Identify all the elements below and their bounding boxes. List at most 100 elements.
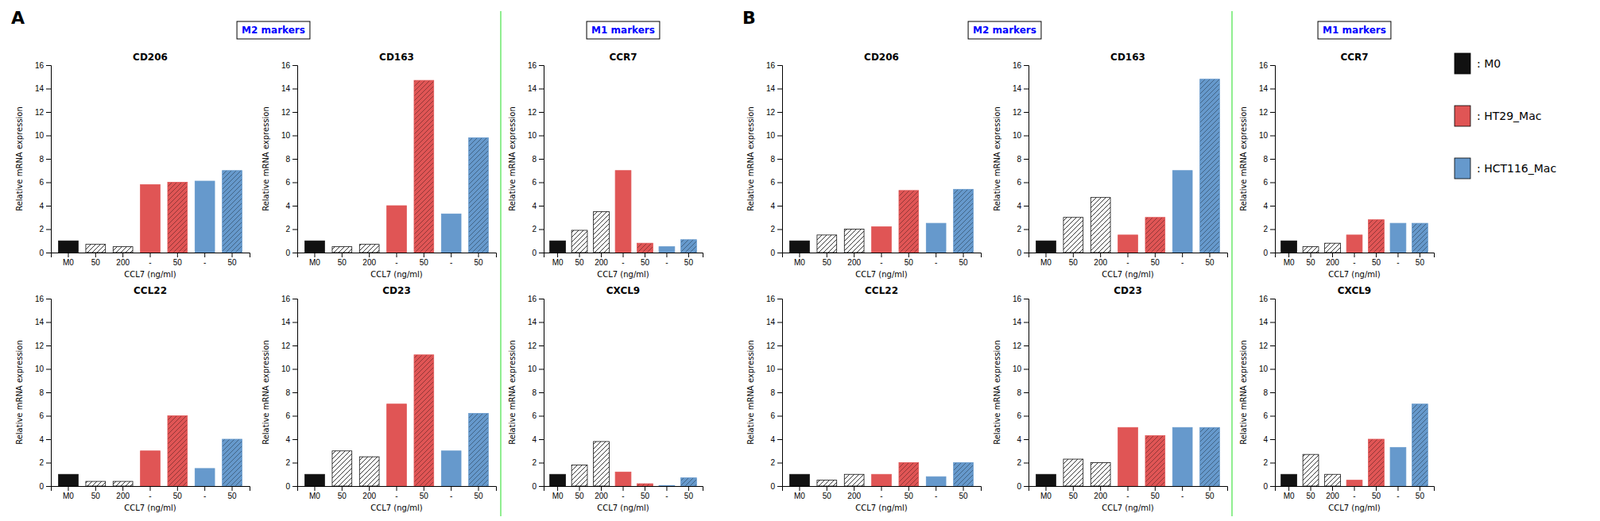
- bar: [359, 244, 380, 253]
- tick-mark: [95, 252, 97, 258]
- tick-mark: [644, 486, 646, 492]
- tick-label: 14: [281, 84, 291, 93]
- x-tick: 50: [958, 252, 969, 268]
- x-tick: -: [1181, 252, 1184, 268]
- figure: 0246810121416M050200-50-50CD206CCL7 (ng/…: [0, 0, 1600, 521]
- axis-line: [51, 487, 251, 493]
- tick-label: 16: [34, 294, 45, 304]
- tick-mark: [46, 229, 51, 231]
- x-tick: -: [665, 486, 668, 501]
- tick-mark: [538, 65, 544, 66]
- tick-label: 50: [822, 492, 833, 501]
- tick-mark: [538, 416, 544, 418]
- y-tick: 12: [766, 341, 783, 351]
- marker-box: M2 markers: [236, 21, 310, 39]
- separator: [499, 11, 502, 517]
- tick-label: 12: [1259, 341, 1269, 351]
- tick-mark: [292, 65, 298, 66]
- bar: [1200, 79, 1221, 253]
- subplot: 0246810121416M050200-50-50CD206CCL7 (ng/…: [15, 51, 251, 279]
- subplot-title: CCR7: [608, 51, 637, 63]
- tick-mark: [67, 486, 69, 492]
- tick-mark: [1209, 252, 1211, 258]
- tick-mark: [1209, 486, 1211, 492]
- tick-mark: [478, 252, 480, 258]
- tick-mark: [538, 252, 544, 254]
- tick-label: 0: [1262, 482, 1268, 492]
- tick-mark: [292, 298, 298, 300]
- tick-mark: [292, 158, 298, 160]
- tick-mark: [538, 89, 544, 90]
- marker-label: M1 markers: [1322, 24, 1387, 36]
- tick-label: -: [665, 258, 668, 268]
- tick-mark: [204, 252, 206, 258]
- bar: [468, 414, 489, 487]
- separator: [1231, 11, 1233, 517]
- x-axis: M050200-50-50: [1275, 252, 1435, 268]
- tick-label: 50: [1371, 258, 1382, 268]
- x-tick: -: [1181, 486, 1184, 501]
- tick-mark: [1270, 252, 1275, 254]
- tick-mark: [538, 182, 544, 184]
- x-tick: M0: [309, 252, 321, 268]
- x-axis-title: CCL7 (ng/ml): [1101, 503, 1155, 513]
- bar: [305, 474, 326, 487]
- tick-label: -: [879, 258, 883, 268]
- tick-mark: [538, 135, 544, 137]
- tick-label: 50: [473, 492, 484, 501]
- bar: [222, 170, 243, 253]
- tick-mark: [292, 182, 298, 184]
- tick-mark: [1127, 486, 1129, 492]
- x-tick: 200: [116, 486, 130, 501]
- tick-mark: [1023, 369, 1029, 371]
- tick-label: 6: [1016, 411, 1022, 421]
- tick-mark: [963, 252, 965, 258]
- tick-label: 200: [1093, 492, 1108, 501]
- x-tick: -: [1126, 486, 1129, 501]
- tick-mark: [46, 322, 51, 324]
- y-axis-title: Relative mRNA expression: [746, 106, 756, 212]
- tick-mark: [1270, 65, 1275, 66]
- y-tick: 16: [527, 294, 544, 304]
- y-tick: 10: [1259, 131, 1275, 140]
- tick-mark: [1354, 252, 1356, 258]
- y-tick: 4: [1016, 201, 1029, 211]
- y-tick: 6: [38, 411, 51, 421]
- bar: [414, 80, 434, 253]
- tick-label: 50: [419, 492, 430, 501]
- x-axis-title: CCL7 (ng/ml): [370, 503, 423, 513]
- x-tick: -: [934, 252, 938, 268]
- x-tick: 50: [1371, 486, 1382, 501]
- bar: [790, 474, 810, 487]
- x-tick: 50: [227, 252, 237, 268]
- tick-label: -: [395, 492, 398, 501]
- marker-box-frame: [1317, 21, 1391, 39]
- bar: [1368, 439, 1385, 487]
- tick-label: M0: [309, 492, 321, 501]
- bar: [571, 230, 588, 253]
- tick-label: 8: [770, 388, 775, 398]
- y-axis: 0246810121416: [34, 294, 52, 492]
- y-tick: 8: [1016, 154, 1029, 164]
- tick-label: 50: [1415, 258, 1426, 268]
- x-axis-title: CCL7 (ng/ml): [596, 503, 650, 513]
- subplot: 0246810121416M050200-50-50CD163CCL7 (ng/…: [261, 51, 497, 279]
- tick-mark: [1270, 463, 1275, 465]
- tick-mark: [538, 439, 544, 441]
- x-tick: 50: [337, 252, 348, 268]
- tick-mark: [95, 486, 97, 492]
- tick-label: 50: [173, 492, 183, 501]
- y-axis: 0246810121416: [766, 61, 783, 258]
- bar: [871, 227, 892, 253]
- y-tick: 10: [766, 131, 783, 140]
- bar: [550, 240, 566, 253]
- tick-mark: [777, 158, 783, 160]
- y-axis: 0246810121416: [1012, 61, 1030, 258]
- bar: [817, 480, 837, 487]
- x-tick: M0: [794, 252, 806, 268]
- x-tick: 50: [473, 486, 484, 501]
- x-tick: 50: [904, 252, 915, 268]
- marker-box: M2 markers: [968, 21, 1042, 39]
- tick-label: 50: [640, 492, 651, 501]
- axis-line: [1023, 65, 1030, 254]
